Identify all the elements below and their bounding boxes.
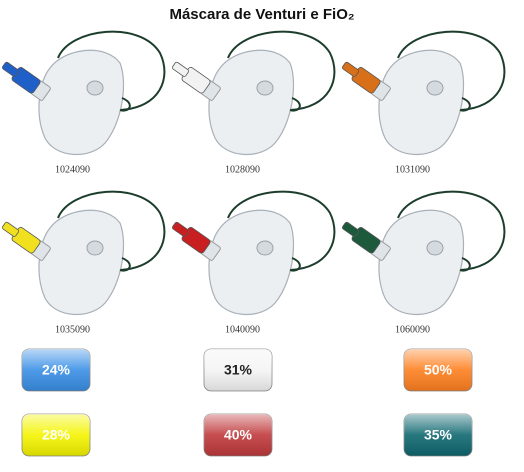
connector-tip (342, 61, 359, 77)
connector (2, 61, 51, 101)
strap-end (289, 97, 301, 112)
mask-body (208, 209, 295, 316)
mask-body (38, 49, 125, 156)
mask-port (426, 80, 444, 96)
mask: 1040090 (172, 190, 336, 335)
badge-shine (404, 414, 472, 456)
product-code: 1031090 (395, 164, 430, 175)
mask-port (86, 240, 104, 256)
badge-label: 24% (42, 362, 71, 378)
connector (172, 61, 221, 101)
badge-shine (204, 414, 272, 456)
strap-end (119, 97, 131, 112)
strap-end (289, 257, 301, 272)
strap (397, 30, 506, 111)
product-code: 1035090 (55, 324, 90, 335)
badge-label: 35% (424, 427, 453, 443)
strap (397, 190, 506, 271)
badge-shine (22, 414, 90, 456)
strap (227, 30, 336, 111)
fio2-badge: 40% (203, 413, 273, 457)
mask: 1031090 (342, 30, 506, 175)
strap (227, 190, 336, 271)
mask-port (256, 80, 274, 96)
mask-body (208, 49, 295, 156)
badge-shine (404, 349, 472, 391)
product-code: 1028090 (225, 164, 260, 175)
fio2-badge: 50% (403, 348, 473, 392)
badge-label: 31% (224, 362, 253, 378)
mask: 1035090 (2, 190, 166, 335)
strap (57, 190, 166, 271)
badge-label: 28% (42, 427, 71, 443)
badge-label: 50% (424, 362, 453, 378)
mask-body (378, 49, 465, 156)
connector (342, 221, 391, 261)
mask-body (378, 209, 465, 316)
connector (342, 61, 391, 101)
product-code: 1060090 (395, 324, 430, 335)
fio2-badge: 24% (21, 348, 91, 392)
title: Máscara de Venturi e FiO₂ (169, 6, 354, 23)
connector-tip (172, 221, 189, 237)
product-code: 1040090 (225, 324, 260, 335)
badge-shine (204, 349, 272, 391)
connector (2, 221, 51, 261)
fio2-badge: 31% (203, 348, 273, 392)
badge-label: 40% (224, 427, 253, 443)
product-code: 1024090 (55, 164, 90, 175)
mask-body (38, 209, 125, 316)
mask-port (86, 80, 104, 96)
connector-tip (2, 61, 19, 77)
connector-tip (172, 61, 189, 77)
mask: 1028090 (172, 30, 336, 175)
fio2-badge: 35% (403, 413, 473, 457)
strap-end (459, 97, 471, 112)
badge-shine (22, 349, 90, 391)
connector (172, 221, 221, 261)
mask: 1060090 (342, 190, 506, 335)
fio2-badge: 28% (21, 413, 91, 457)
mask-port (256, 240, 274, 256)
strap (57, 30, 166, 111)
connector-tip (2, 221, 19, 237)
mask: 1024090 (2, 30, 166, 175)
strap-end (459, 257, 471, 272)
connector-tip (342, 221, 359, 237)
strap-end (119, 257, 131, 272)
mask-port (426, 240, 444, 256)
